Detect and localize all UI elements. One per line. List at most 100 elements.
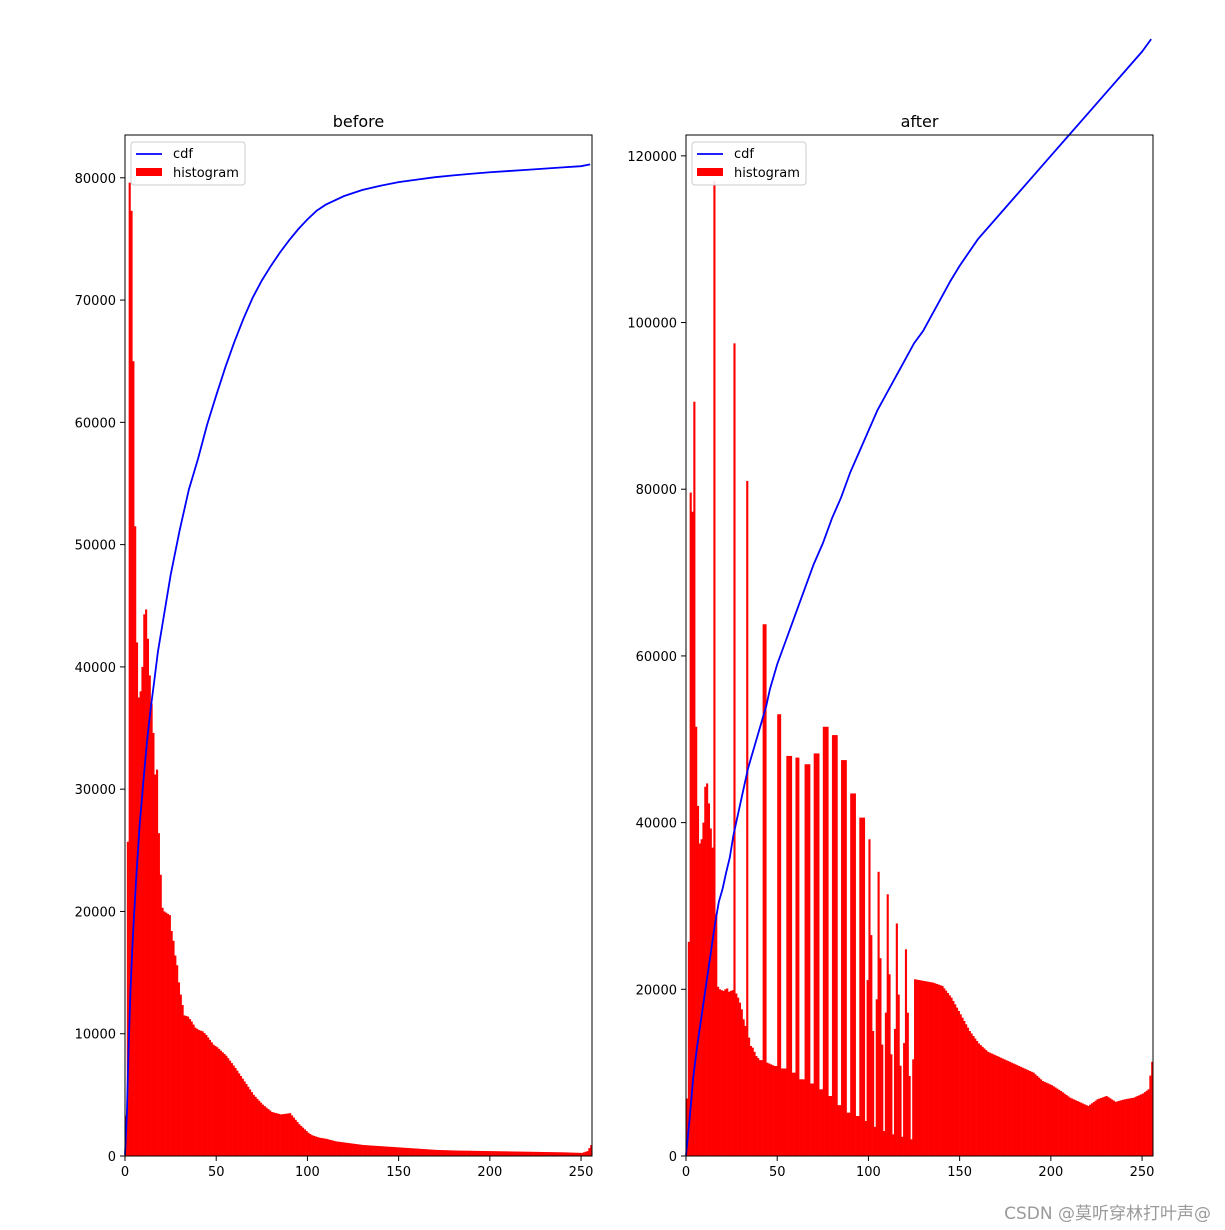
histogram-bar [227, 1058, 230, 1156]
histogram-bar [853, 793, 856, 1156]
histogram-bar [866, 980, 869, 1156]
histogram-bar [409, 1148, 412, 1156]
histogram-bar [1058, 1089, 1061, 1156]
histogram-bar [1092, 1101, 1095, 1156]
histogram-bar [519, 1151, 522, 1156]
histogram-bar [396, 1147, 399, 1156]
histogram-bar [737, 997, 740, 1156]
histogram-bar [354, 1144, 357, 1156]
histogram-bar [797, 757, 800, 1156]
histogram-bar [1043, 1081, 1046, 1156]
histogram-bar [704, 786, 707, 1156]
chart-title: before [333, 112, 385, 131]
histogram-bar [422, 1149, 425, 1156]
histogram-bar [146, 638, 150, 1156]
histogram-bar [877, 871, 880, 1156]
histogram-bar [418, 1148, 421, 1156]
histogram-bar [475, 1150, 478, 1156]
histogram-bar [449, 1150, 452, 1156]
histogram-bar [183, 1015, 186, 1156]
histogram-bar [451, 1150, 454, 1156]
histogram-bar [272, 1112, 275, 1156]
histogram-bar [1087, 1105, 1090, 1156]
histogram-bar [553, 1152, 556, 1156]
histogram-bar [526, 1151, 529, 1156]
histogram-bar [771, 1065, 774, 1156]
histogram-bar [968, 1030, 971, 1156]
histogram-bar [438, 1150, 441, 1156]
histogram-bar [1140, 1094, 1143, 1156]
histogram-bar [522, 1151, 525, 1156]
histogram-bar [912, 1059, 915, 1156]
histogram-bar [325, 1138, 328, 1156]
legend-histogram-swatch [136, 168, 162, 176]
histogram-bar [376, 1145, 379, 1156]
cdf-line [124, 163, 591, 1155]
histogram-bar [977, 1043, 980, 1156]
x-tick-label: 100 [295, 1165, 320, 1180]
histogram-bar [890, 1054, 893, 1156]
histogram-bar [1072, 1099, 1075, 1156]
histogram-bar [872, 1030, 875, 1156]
histogram-bar [314, 1136, 317, 1156]
histogram-bar [855, 1115, 858, 1156]
histogram-bar [466, 1150, 469, 1156]
histogram-bar [1094, 1100, 1097, 1156]
histogram-bar [698, 843, 701, 1156]
histogram-bar [343, 1142, 347, 1156]
histogram-bar [420, 1148, 423, 1156]
histogram-bar [378, 1146, 381, 1156]
histogram-bar [1018, 1065, 1021, 1156]
histogram-bar [999, 1057, 1002, 1156]
histogram-bar [382, 1146, 385, 1156]
histogram-bar [1036, 1075, 1039, 1156]
histogram-bar [446, 1150, 449, 1156]
histogram-bar [457, 1150, 460, 1156]
histogram-bar [309, 1133, 312, 1156]
histogram-bar [239, 1076, 243, 1156]
histogram-bar [806, 764, 809, 1156]
histogram-bar [362, 1144, 365, 1156]
histogram-bar [1116, 1101, 1119, 1156]
histogram-bar [225, 1055, 228, 1156]
histogram-bar [749, 1045, 752, 1156]
histogram-bar [1081, 1103, 1084, 1156]
histogram-bar [1005, 1060, 1008, 1156]
histogram-bar [979, 1045, 982, 1156]
histogram-bar [1105, 1095, 1108, 1156]
histogram-bar [130, 210, 133, 1156]
histogram-bar [888, 974, 891, 1156]
histogram-bar [163, 911, 166, 1156]
histogram-bar [731, 990, 734, 1156]
histogram-bar [336, 1141, 339, 1156]
histogram-bar [844, 760, 847, 1156]
histogram-bar [1049, 1084, 1052, 1156]
histogram-bar [269, 1110, 272, 1156]
histogram-bar [764, 624, 767, 1156]
histogram-bar [416, 1148, 419, 1156]
x-tick-label: 250 [569, 1165, 594, 1180]
histogram-bar [961, 1017, 964, 1156]
histogram-bar [883, 1130, 886, 1156]
histogram-bar [1045, 1082, 1048, 1156]
histogram-bar [291, 1115, 294, 1156]
histogram-bar [223, 1054, 226, 1156]
histogram-bar [691, 511, 694, 1156]
histogram-bar [709, 828, 712, 1156]
histogram-bar [921, 980, 924, 1156]
histogram-bar [528, 1151, 531, 1156]
histogram-bar [241, 1078, 244, 1156]
histogram-bar [274, 1112, 277, 1156]
histogram-bar [779, 714, 782, 1156]
y-tick-label: 0 [669, 1150, 677, 1165]
histogram-bar [990, 1053, 993, 1156]
histogram-bar [407, 1148, 410, 1156]
panel-after: 0 50 100 150 200 250 0 20000 40000 60000 80000 1000… [627, 38, 1154, 1180]
histogram-bar [473, 1150, 476, 1156]
y-tick-label: 20000 [75, 905, 116, 920]
histogram-bar [495, 1151, 498, 1156]
histogram-bar [939, 985, 942, 1156]
histogram-bar [948, 995, 951, 1156]
histogram-bar [207, 1037, 210, 1156]
histogram-bar [322, 1138, 325, 1156]
